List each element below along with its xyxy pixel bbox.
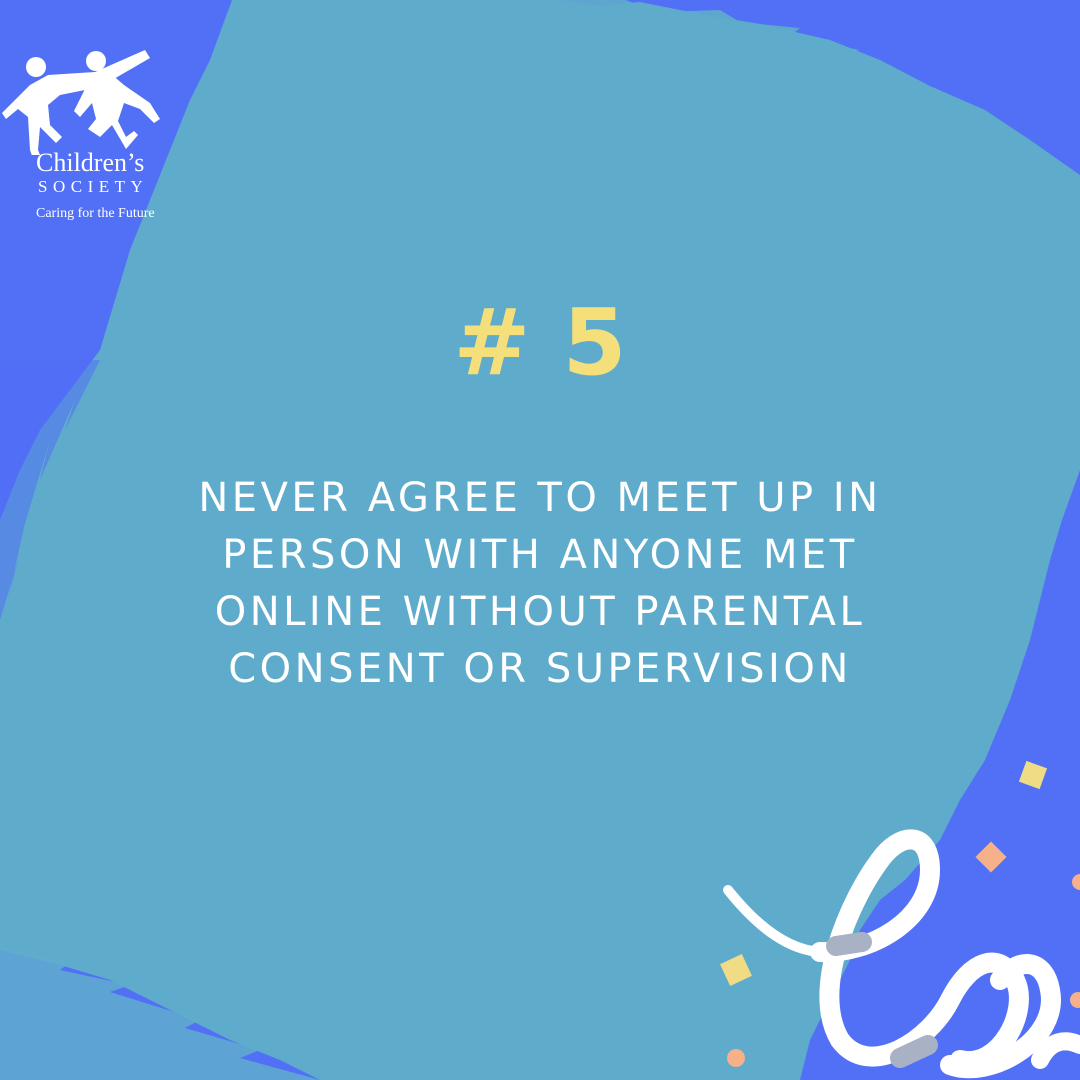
tip-text: NEVER AGREE TO MEET UP IN PERSON WITH AN… bbox=[140, 470, 940, 698]
brush-edge-left bbox=[0, 360, 100, 620]
tip-line: CONSENT OR SUPERVISION bbox=[228, 646, 852, 692]
celebration-decorations bbox=[720, 760, 1080, 1079]
two-children-holding-hands-icon bbox=[2, 50, 160, 155]
brush-edge-bottom bbox=[0, 948, 320, 1080]
curly-ribbon-streamer bbox=[723, 829, 1080, 1079]
tip-line: PERSON WITH ANYONE MET bbox=[222, 532, 858, 578]
square-and-dot-confetti bbox=[720, 760, 1080, 1067]
tip-line: ONLINE WITHOUT PARENTAL bbox=[214, 589, 866, 635]
logo-tagline: Caring for the Future bbox=[36, 206, 155, 221]
childrens-society-logo: Children’s SOCIETY Caring for the Future bbox=[0, 20, 200, 230]
logo-society: SOCIETY bbox=[38, 177, 149, 196]
logo-name: Children’s bbox=[36, 148, 145, 177]
brush-edge-texture bbox=[560, 0, 1060, 160]
tip-number: # 5 bbox=[453, 289, 627, 396]
tip-line: NEVER AGREE TO MEET UP IN bbox=[198, 475, 882, 521]
